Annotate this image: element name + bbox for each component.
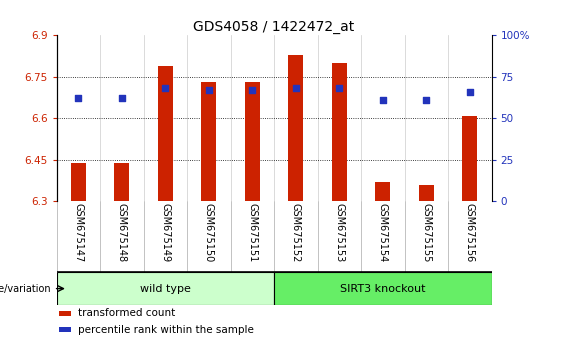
Text: GSM675147: GSM675147 [73,203,83,263]
Point [466,89,475,95]
Bar [201,82,216,201]
Point [118,96,127,101]
Title: GDS4058 / 1422472_at: GDS4058 / 1422472_at [193,21,355,34]
Bar [419,185,434,201]
Bar [56,272,274,305]
Text: SIRT3 knockout: SIRT3 knockout [340,284,425,293]
Bar [462,115,477,201]
Point [205,87,214,93]
Text: GSM675150: GSM675150 [204,203,214,263]
Text: GSM675153: GSM675153 [334,203,344,263]
Text: GSM675152: GSM675152 [291,203,301,263]
Text: genotype/variation: genotype/variation [0,284,51,293]
Bar [158,66,173,201]
Bar [274,272,492,305]
Point [421,97,431,103]
Text: percentile rank within the sample: percentile rank within the sample [78,325,254,335]
Text: wild type: wild type [140,284,191,293]
Bar [288,55,303,201]
Point [334,86,344,91]
Point [292,86,301,91]
Text: GSM675156: GSM675156 [465,203,475,263]
Bar [114,162,129,201]
Text: GSM675155: GSM675155 [421,203,431,263]
Text: GSM675154: GSM675154 [378,203,388,263]
Text: GSM675151: GSM675151 [247,203,257,263]
Point [247,87,257,93]
Text: GSM675149: GSM675149 [160,203,170,263]
Bar [245,82,260,201]
Text: GSM675148: GSM675148 [117,203,127,263]
Bar [59,311,71,316]
Bar [332,63,347,201]
Bar [375,182,390,201]
Point [160,86,170,91]
Bar [59,327,71,332]
Bar [71,162,86,201]
Point [73,96,82,101]
Point [379,97,388,103]
Text: transformed count: transformed count [78,308,176,318]
